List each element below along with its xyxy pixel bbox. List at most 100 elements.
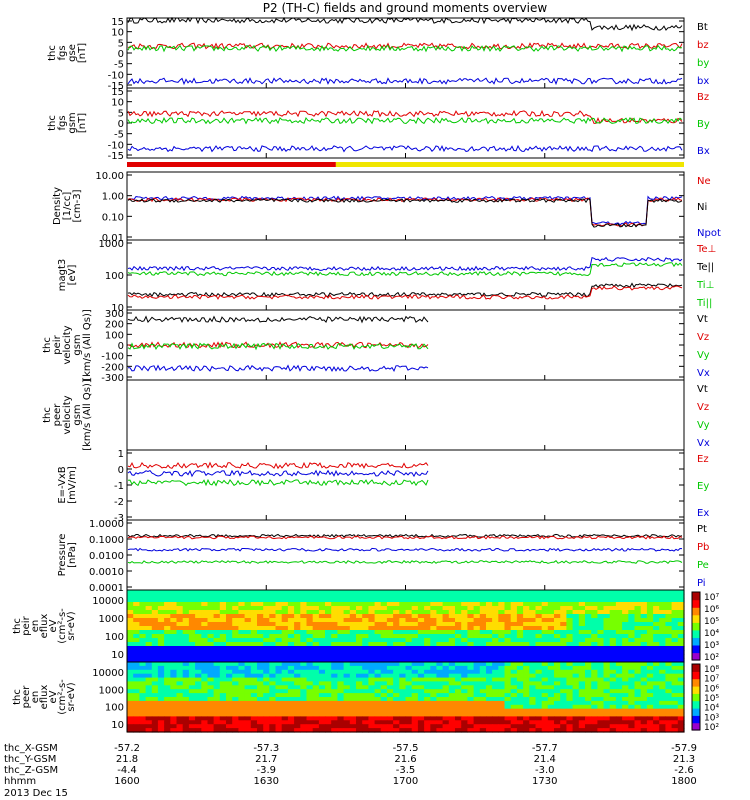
spectrogram-cell (275, 712, 283, 718)
spectrogram-cell (634, 689, 642, 694)
spectrogram-cell (386, 669, 394, 675)
spectrogram-cell (467, 634, 475, 639)
spectrogram-cell (659, 630, 666, 635)
spectrogram-cell (232, 700, 239, 706)
spectrogram-cell (250, 712, 258, 718)
y-axis-label: gsm (67, 112, 78, 133)
spectrogram-cell (157, 685, 165, 690)
spectrogram-cell (164, 728, 171, 733)
spectrogram-cell (244, 626, 252, 631)
spectrogram-frame (126, 661, 685, 733)
spectrogram-cell (244, 590, 252, 595)
x-row-value: 1600 (114, 776, 139, 787)
spectrogram-cell (436, 658, 444, 663)
spectrogram-cell (504, 646, 512, 651)
spectrogram-cell (535, 618, 543, 623)
spectrogram-cell (188, 650, 196, 655)
spectrogram-cell (349, 689, 357, 694)
spectrogram-cell (343, 650, 351, 655)
spectrogram-cell (151, 650, 159, 655)
spectrogram-cell (362, 728, 369, 733)
spectrogram-cell (238, 677, 246, 683)
spectrogram-cell (195, 638, 202, 643)
spectrogram-cell (374, 712, 382, 718)
spectrogram-cell (182, 598, 190, 603)
spectrogram-cell (244, 606, 252, 611)
spectrogram-cell (646, 700, 654, 706)
x-row-value: 1700 (393, 776, 418, 787)
spectrogram-cell (510, 662, 518, 667)
spectrogram-cell (337, 650, 345, 655)
spectrogram-cell (646, 634, 654, 639)
series-blue (128, 364, 429, 373)
spectrogram-cell (677, 650, 685, 655)
spectrogram-cell (486, 654, 493, 659)
spectrogram-cell (380, 618, 388, 623)
spectrogram-cell (653, 606, 660, 611)
spectrogram-cell (659, 693, 666, 698)
spectrogram-cell (176, 598, 184, 603)
spectrogram-cell (337, 665, 345, 671)
spectrogram-cell (386, 665, 394, 671)
x-row-value: -57.5 (393, 743, 419, 754)
spectrogram-cell (486, 626, 493, 631)
spectrogram-cell (591, 642, 598, 647)
spectrogram-cell (510, 614, 518, 619)
spectrogram-cell (133, 654, 140, 659)
spectrogram-cell (399, 693, 407, 698)
spectrogram-cell (609, 716, 617, 721)
spectrogram-cell (640, 693, 648, 698)
spectrogram-cell (628, 681, 636, 686)
spectrogram-cell (269, 654, 277, 659)
spectrogram-cell (157, 720, 165, 725)
spectrogram-cell (151, 618, 159, 623)
spectrogram-cell (473, 662, 481, 667)
spectrogram-cell (176, 626, 184, 631)
spectrogram-cell (523, 669, 530, 675)
spectrogram-cell (547, 704, 555, 710)
spectrogram-cell (127, 654, 134, 659)
y-axis-label: [nPa] (67, 542, 78, 568)
spectrogram-cell (238, 590, 246, 595)
spectrogram-cell (597, 724, 605, 729)
spectrogram-cell (257, 594, 264, 599)
spectrogram-cell (560, 689, 567, 694)
spectrogram-cell (424, 669, 431, 675)
spectrogram-cell (448, 700, 456, 706)
spectrogram-cell (628, 654, 636, 659)
spectrogram-cell (201, 724, 209, 729)
spectrogram-cell (448, 622, 456, 627)
spectrogram-cell (399, 618, 407, 623)
spectrogram-cell (201, 650, 209, 655)
spectrogram-cell (498, 673, 506, 679)
spectrogram-cell (226, 614, 233, 619)
spectrogram-cell (399, 669, 407, 675)
spectrogram-cell (609, 598, 617, 603)
spectrogram-cell (547, 590, 555, 595)
spectrogram-cell (325, 708, 332, 714)
spectrogram-cell (615, 728, 623, 733)
spectrogram-cell (554, 642, 561, 647)
spectrogram-cell (554, 665, 561, 671)
spectrogram-cell (164, 712, 171, 718)
spectrogram-cell (405, 634, 413, 639)
spectrogram-cell (343, 638, 351, 643)
x-row-value: 1630 (254, 776, 279, 787)
spectrogram-cell (393, 724, 400, 729)
colorbar-segment (692, 671, 700, 680)
spectrogram-cell (281, 665, 289, 671)
spectrogram-cell (281, 669, 289, 675)
spectrogram-cell (504, 622, 512, 627)
spectrogram-cell (164, 720, 171, 725)
spectrogram-cell (250, 650, 258, 655)
spectrogram-cell (157, 590, 165, 595)
spectrogram-cell (362, 677, 369, 683)
spectrogram-cell (405, 662, 413, 667)
spectrogram-cell (411, 634, 419, 639)
spectrogram-cell (294, 681, 301, 686)
spectrogram-cell (182, 720, 190, 725)
spectrogram-cell (535, 634, 543, 639)
spectrogram-cell (634, 654, 642, 659)
spectrogram-cell (572, 673, 580, 679)
spectrogram-cell (560, 700, 567, 706)
